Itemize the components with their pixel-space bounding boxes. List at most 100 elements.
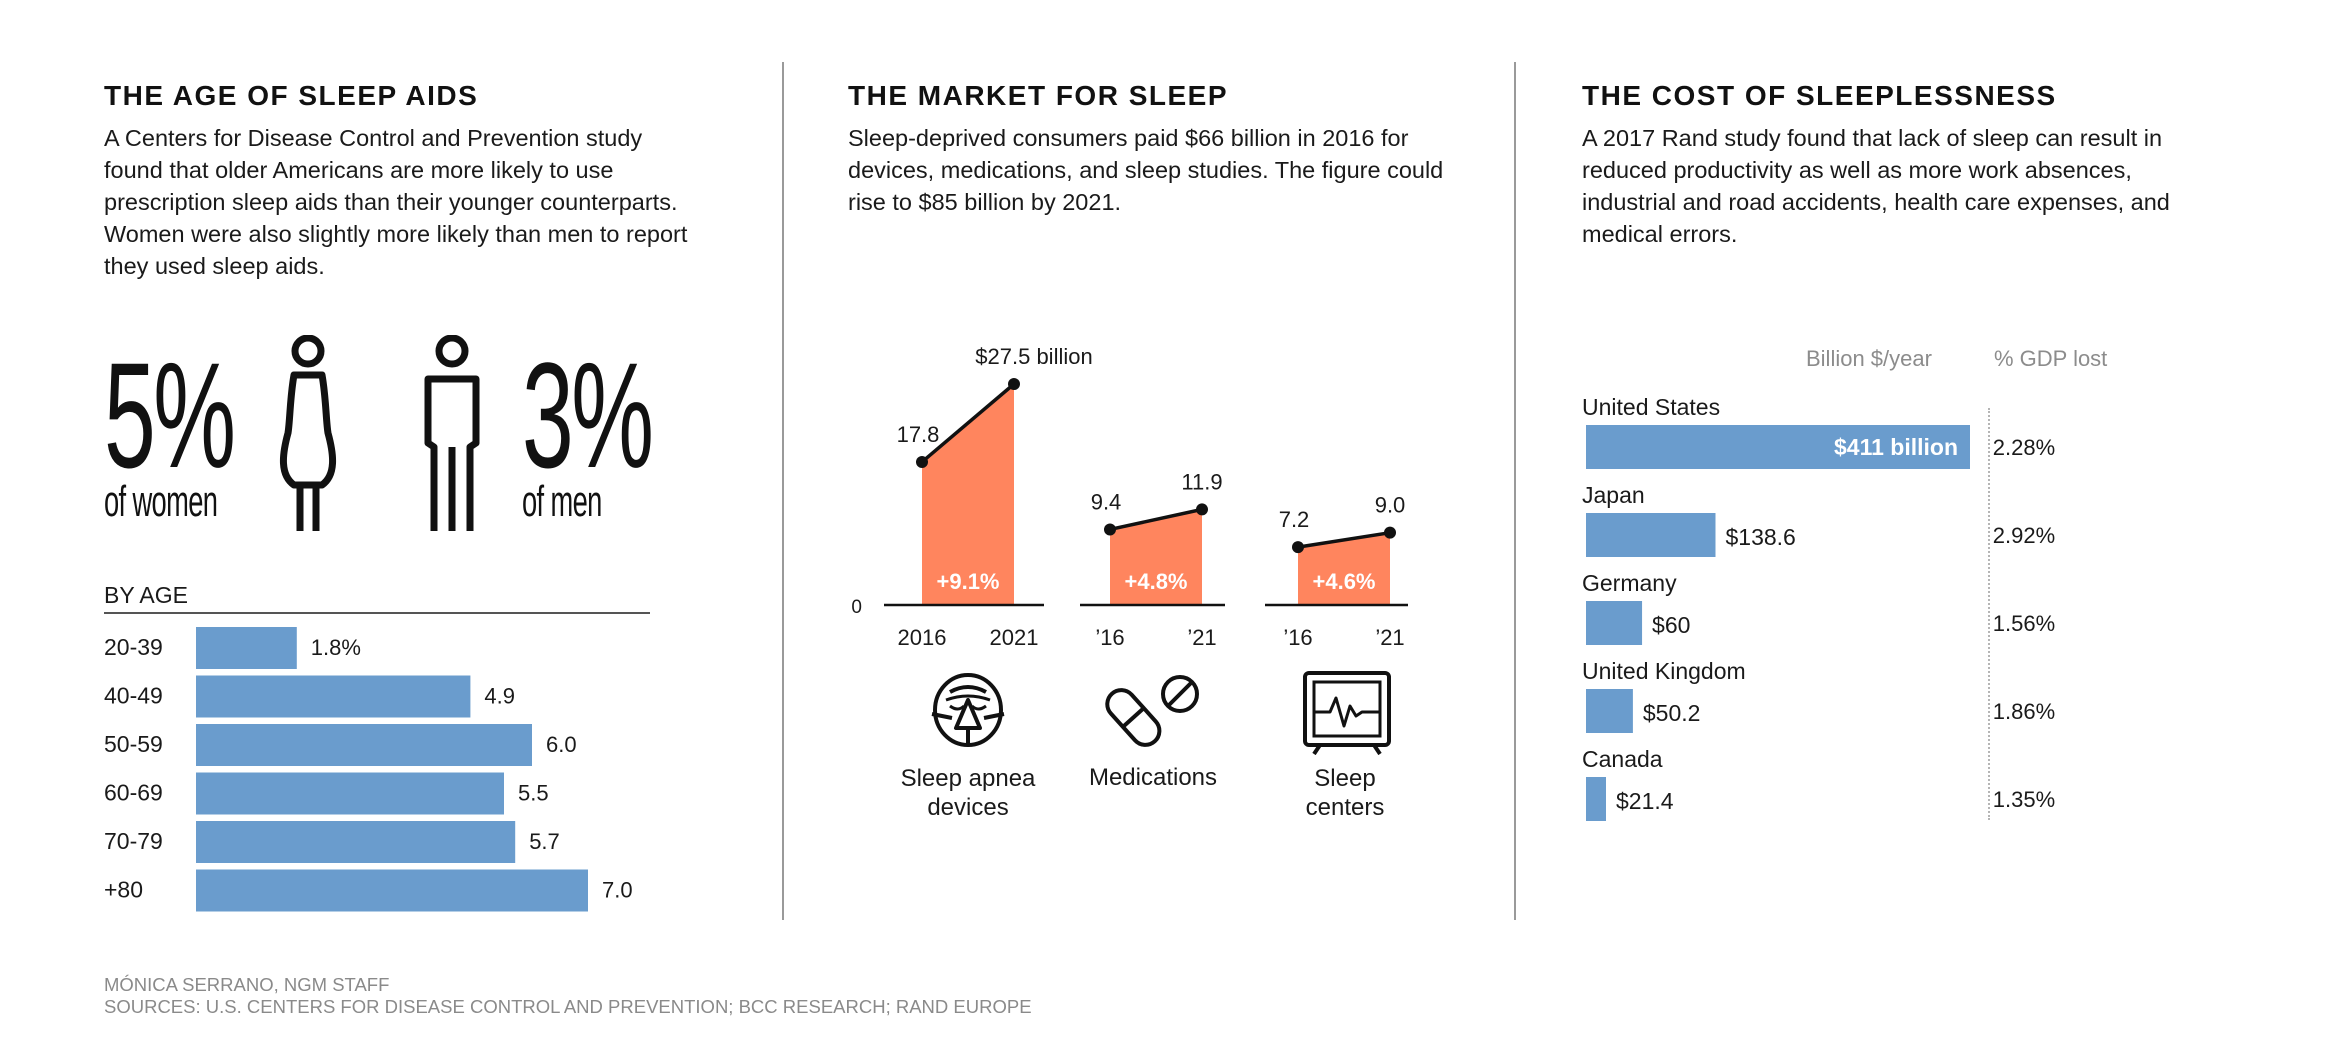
cost-bar [1586, 513, 1716, 557]
market-year-label: ’21 [1187, 625, 1216, 650]
cost-bar [1586, 777, 1606, 821]
country-label: Canada [1582, 746, 1663, 772]
divider-right [1514, 62, 1516, 920]
market-point [1292, 541, 1304, 554]
age-bar [196, 772, 504, 815]
market-point [916, 455, 928, 468]
panel3-description: A 2017 Rand study found that lack of sle… [1582, 125, 2170, 247]
age-bar [196, 821, 516, 863]
cpap-mask-icon [931, 673, 1005, 747]
category-label-centers: Sleep centers [1305, 765, 1385, 821]
market-value-label: 17.8 [897, 422, 940, 447]
age-bar-chart: 20-39 1.8% 40-49 4.9 50-59 6.0 60-69 5.5 70-79 5.… [104, 627, 633, 912]
gdp-lost-label: 2.92% [1993, 523, 2055, 548]
age-value-label: 5.5 [518, 781, 549, 806]
market-area [1298, 532, 1390, 605]
country-label: United Kingdom [1582, 658, 1746, 684]
age-value-label: 4.9 [484, 684, 515, 709]
market-growth-label: +4.6% [1313, 569, 1376, 594]
column-header-gdp: % GDP lost [1994, 346, 2108, 371]
pill-icon [1105, 675, 1199, 747]
market-point [1384, 526, 1396, 539]
market-year-label: 2016 [898, 625, 947, 650]
credits-sources: SOURCES: U.S. CENTERS FOR DISEASE CONTRO… [104, 996, 1032, 1017]
age-bar [196, 627, 297, 669]
market-value-label: 9.4 [1091, 489, 1122, 514]
gdp-divider [1988, 408, 1990, 820]
market-point [1196, 503, 1208, 516]
cost-value-label: $411 billion [1834, 434, 1958, 460]
market-year-label: ’21 [1375, 625, 1404, 650]
market-year-label: 2021 [990, 625, 1039, 650]
cost-bar [1586, 425, 1970, 469]
category-label-apnea: Sleep apnea devices [900, 765, 1036, 821]
country-label: Japan [1582, 482, 1645, 508]
man-icon [424, 335, 480, 531]
age-bar [196, 869, 588, 912]
women-label-wrap: of women [104, 480, 287, 524]
gdp-lost-label: 2.28% [1993, 435, 2055, 460]
age-category-label: 50-59 [104, 731, 163, 757]
cost-bar [1586, 689, 1633, 733]
age-value-label: 5.7 [529, 829, 560, 854]
market-trend-line [1297, 530, 1391, 549]
panel3-title: THE COST OF SLEEPLESSNESS [1582, 80, 2057, 111]
market-value-label: $27.5 billion [975, 344, 1092, 369]
gdp-lost-label: 1.35% [1993, 787, 2055, 812]
divider-left [782, 62, 784, 920]
panel1-description: A Centers for Disease Control and Preven… [104, 125, 688, 279]
country-label: Germany [1582, 570, 1677, 596]
market-point [1104, 523, 1116, 536]
country-label: United States [1582, 394, 1720, 420]
women-label: of women [104, 477, 218, 526]
cost-bar [1586, 601, 1643, 645]
by-age-label: BY AGE [104, 582, 188, 608]
age-value-label: 6.0 [546, 732, 577, 757]
credits-author: MÓNICA SERRANO, NGM STAFF [104, 974, 390, 995]
age-category-label: +80 [104, 877, 143, 903]
cost-value-label: $138.6 [1725, 524, 1795, 550]
men-label: of men [522, 477, 602, 526]
market-area [922, 384, 1014, 605]
market-area [1110, 509, 1202, 605]
market-growth-label: +4.8% [1125, 569, 1188, 594]
zero-tick-label: 0 [851, 597, 862, 618]
credits: MÓNICA SERRANO, NGM STAFF SOURCES: U.S. … [104, 974, 1032, 1018]
age-value-label: 1.8% [311, 635, 361, 660]
woman-icon [280, 335, 336, 531]
age-category-label: 70-79 [104, 828, 163, 854]
market-point [1008, 378, 1020, 390]
market-trend-line [920, 382, 1016, 464]
cost-value-label: $60 [1652, 612, 1690, 638]
market-year-label: ’16 [1283, 625, 1312, 650]
age-value-label: 7.0 [602, 878, 633, 903]
panel2-title: THE MARKET FOR SLEEP [848, 80, 1229, 111]
market-growth-label: +9.1% [937, 569, 1000, 594]
cost-bar-chart: United States $411 billion 2.28% Japan $138.… [1582, 394, 2055, 821]
market-year-label: ’16 [1095, 625, 1124, 650]
panel2-description: Sleep-deprived consumers paid $66 billio… [848, 125, 1444, 215]
cost-value-label: $50.2 [1643, 700, 1701, 726]
market-value-label: 11.9 [1181, 469, 1222, 494]
heart-monitor-icon [1303, 671, 1391, 755]
men-stat: 3% [522, 340, 731, 490]
women-percent: 5% [104, 331, 236, 499]
market-trend-line [1109, 507, 1203, 532]
men-label-wrap: of men [522, 480, 651, 524]
age-bar [196, 724, 532, 766]
market-value-label: 7.2 [1279, 507, 1310, 532]
age-bar [196, 675, 471, 718]
panel1-title: THE AGE OF SLEEP AIDS [104, 80, 479, 111]
column-header-billion: Billion $/year [1806, 346, 1932, 371]
age-category-label: 20-39 [104, 634, 163, 660]
gdp-lost-label: 1.86% [1993, 699, 2055, 724]
men-percent: 3% [522, 331, 654, 499]
by-age-rule [104, 612, 650, 614]
women-stat: 5% [104, 340, 313, 490]
age-category-label: 40-49 [104, 683, 163, 709]
market-chart: 0 17.8 $27.5 billion +9.1% 2016 2021 9.4 11.9 +4… [851, 344, 1408, 650]
market-value-label: 9.0 [1375, 493, 1406, 518]
category-label-medications: Medications [1088, 764, 1218, 791]
gdp-lost-label: 1.56% [1993, 611, 2055, 636]
cost-value-label: $21.4 [1616, 788, 1674, 814]
